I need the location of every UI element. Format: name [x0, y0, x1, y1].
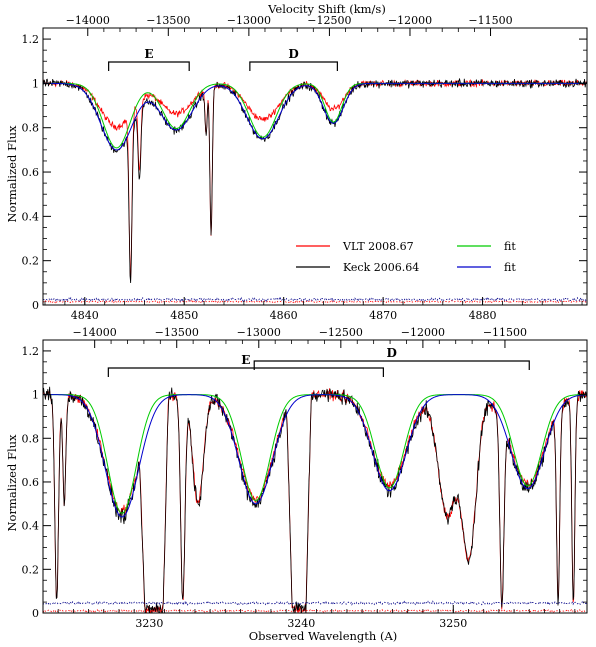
x-tick-label: 4880 [469, 309, 497, 322]
legend-keck-label: Keck 2006.64 [343, 261, 419, 274]
component-bracket-D [253, 360, 530, 370]
panel-top: 4840 4850 4860 4870 4880 0 0.2 0.4 0.6 0.8 1 1.2 −14… [22, 14, 588, 322]
y-tick-label: 1 [32, 389, 39, 402]
bottom-axis-title: Observed Wavelength (A) [249, 629, 398, 643]
plot-area-bottom [43, 386, 587, 613]
top-tick-label: −14000 [66, 14, 110, 27]
top-tick-label: −14000 [73, 326, 117, 339]
y-tick-label: 0.6 [22, 166, 40, 179]
error-vlt-line [43, 299, 587, 304]
y-tick-label: 0.4 [22, 210, 40, 223]
top-tick-label: −12000 [401, 326, 445, 339]
y-tick-label: 0.6 [22, 476, 40, 489]
y-tick-label: 0.8 [22, 122, 40, 135]
y-tick-label: 0.2 [22, 255, 40, 268]
x-tick-label: 3250 [439, 617, 467, 630]
top-tick-label: −11500 [483, 326, 527, 339]
x-tick-label: 3240 [287, 617, 315, 630]
top-tick-label: −12000 [388, 14, 432, 27]
component-label-E: E [144, 47, 153, 61]
error-keck-line [43, 600, 587, 607]
series-fit-blue-line [43, 394, 587, 518]
top-panel-ylabel: Normalized Flux [5, 125, 19, 223]
y-tick-label: 1.2 [22, 33, 40, 46]
component-bracket-E [107, 367, 384, 377]
top-tick-label: −12500 [307, 14, 351, 27]
y-tick-label: 0 [32, 299, 39, 312]
component-label-D: D [387, 346, 397, 360]
top-axis-title: Velocity Shift (km/s) [267, 2, 386, 16]
series-fit-green-line [43, 394, 587, 514]
panel-bottom: 3230 3240 3250 0 0.2 0.4 0.6 0.8 1 1.2 −14000 −1350… [22, 326, 588, 630]
y-tick-label: 0.8 [22, 432, 40, 445]
panel-frame-top [42, 27, 588, 306]
legend: VLT 2008.67 Keck 2006.64 fit fit [296, 240, 516, 274]
panel-frame-bottom [42, 339, 588, 614]
x-tick-label: 3230 [135, 617, 163, 630]
component-bracket-E [108, 61, 190, 71]
component-label-E: E [241, 353, 250, 367]
top-tick-label: −13000 [237, 326, 281, 339]
top-tick-label: −12500 [319, 326, 363, 339]
top-tick-label: −11500 [468, 14, 512, 27]
legend-vlt-label: VLT 2008.67 [342, 240, 414, 253]
y-tick-label: 1.2 [22, 345, 40, 358]
y-tick-label: 1 [32, 77, 39, 90]
x-tick-label: 4860 [270, 309, 298, 322]
bottom-panel-ylabel: Normalized Flux [5, 434, 19, 532]
series-fit-blue-line [43, 82, 587, 151]
x-tick-label: 4850 [170, 309, 198, 322]
x-tick-label: 4870 [369, 309, 397, 322]
top-tick-label: −13000 [227, 14, 271, 27]
legend-fit-blue-label: fit [504, 261, 516, 274]
component-label-D: D [288, 47, 298, 61]
y-tick-label: 0.4 [22, 520, 40, 533]
series-fit-green-line [43, 82, 587, 149]
y-tick-label: 0 [32, 607, 39, 620]
y-tick-label: 0.2 [22, 563, 40, 576]
top-tick-label: −13500 [146, 14, 190, 27]
top-tick-label: −13500 [155, 326, 199, 339]
x-tick-label: 4840 [71, 309, 99, 322]
error-vlt-line [43, 608, 587, 613]
component-bracket-D [249, 61, 338, 71]
error-keck-line [43, 296, 587, 303]
plot-area-top [43, 78, 587, 304]
legend-fit-green-label: fit [504, 240, 516, 253]
series-keck-line [43, 78, 587, 283]
